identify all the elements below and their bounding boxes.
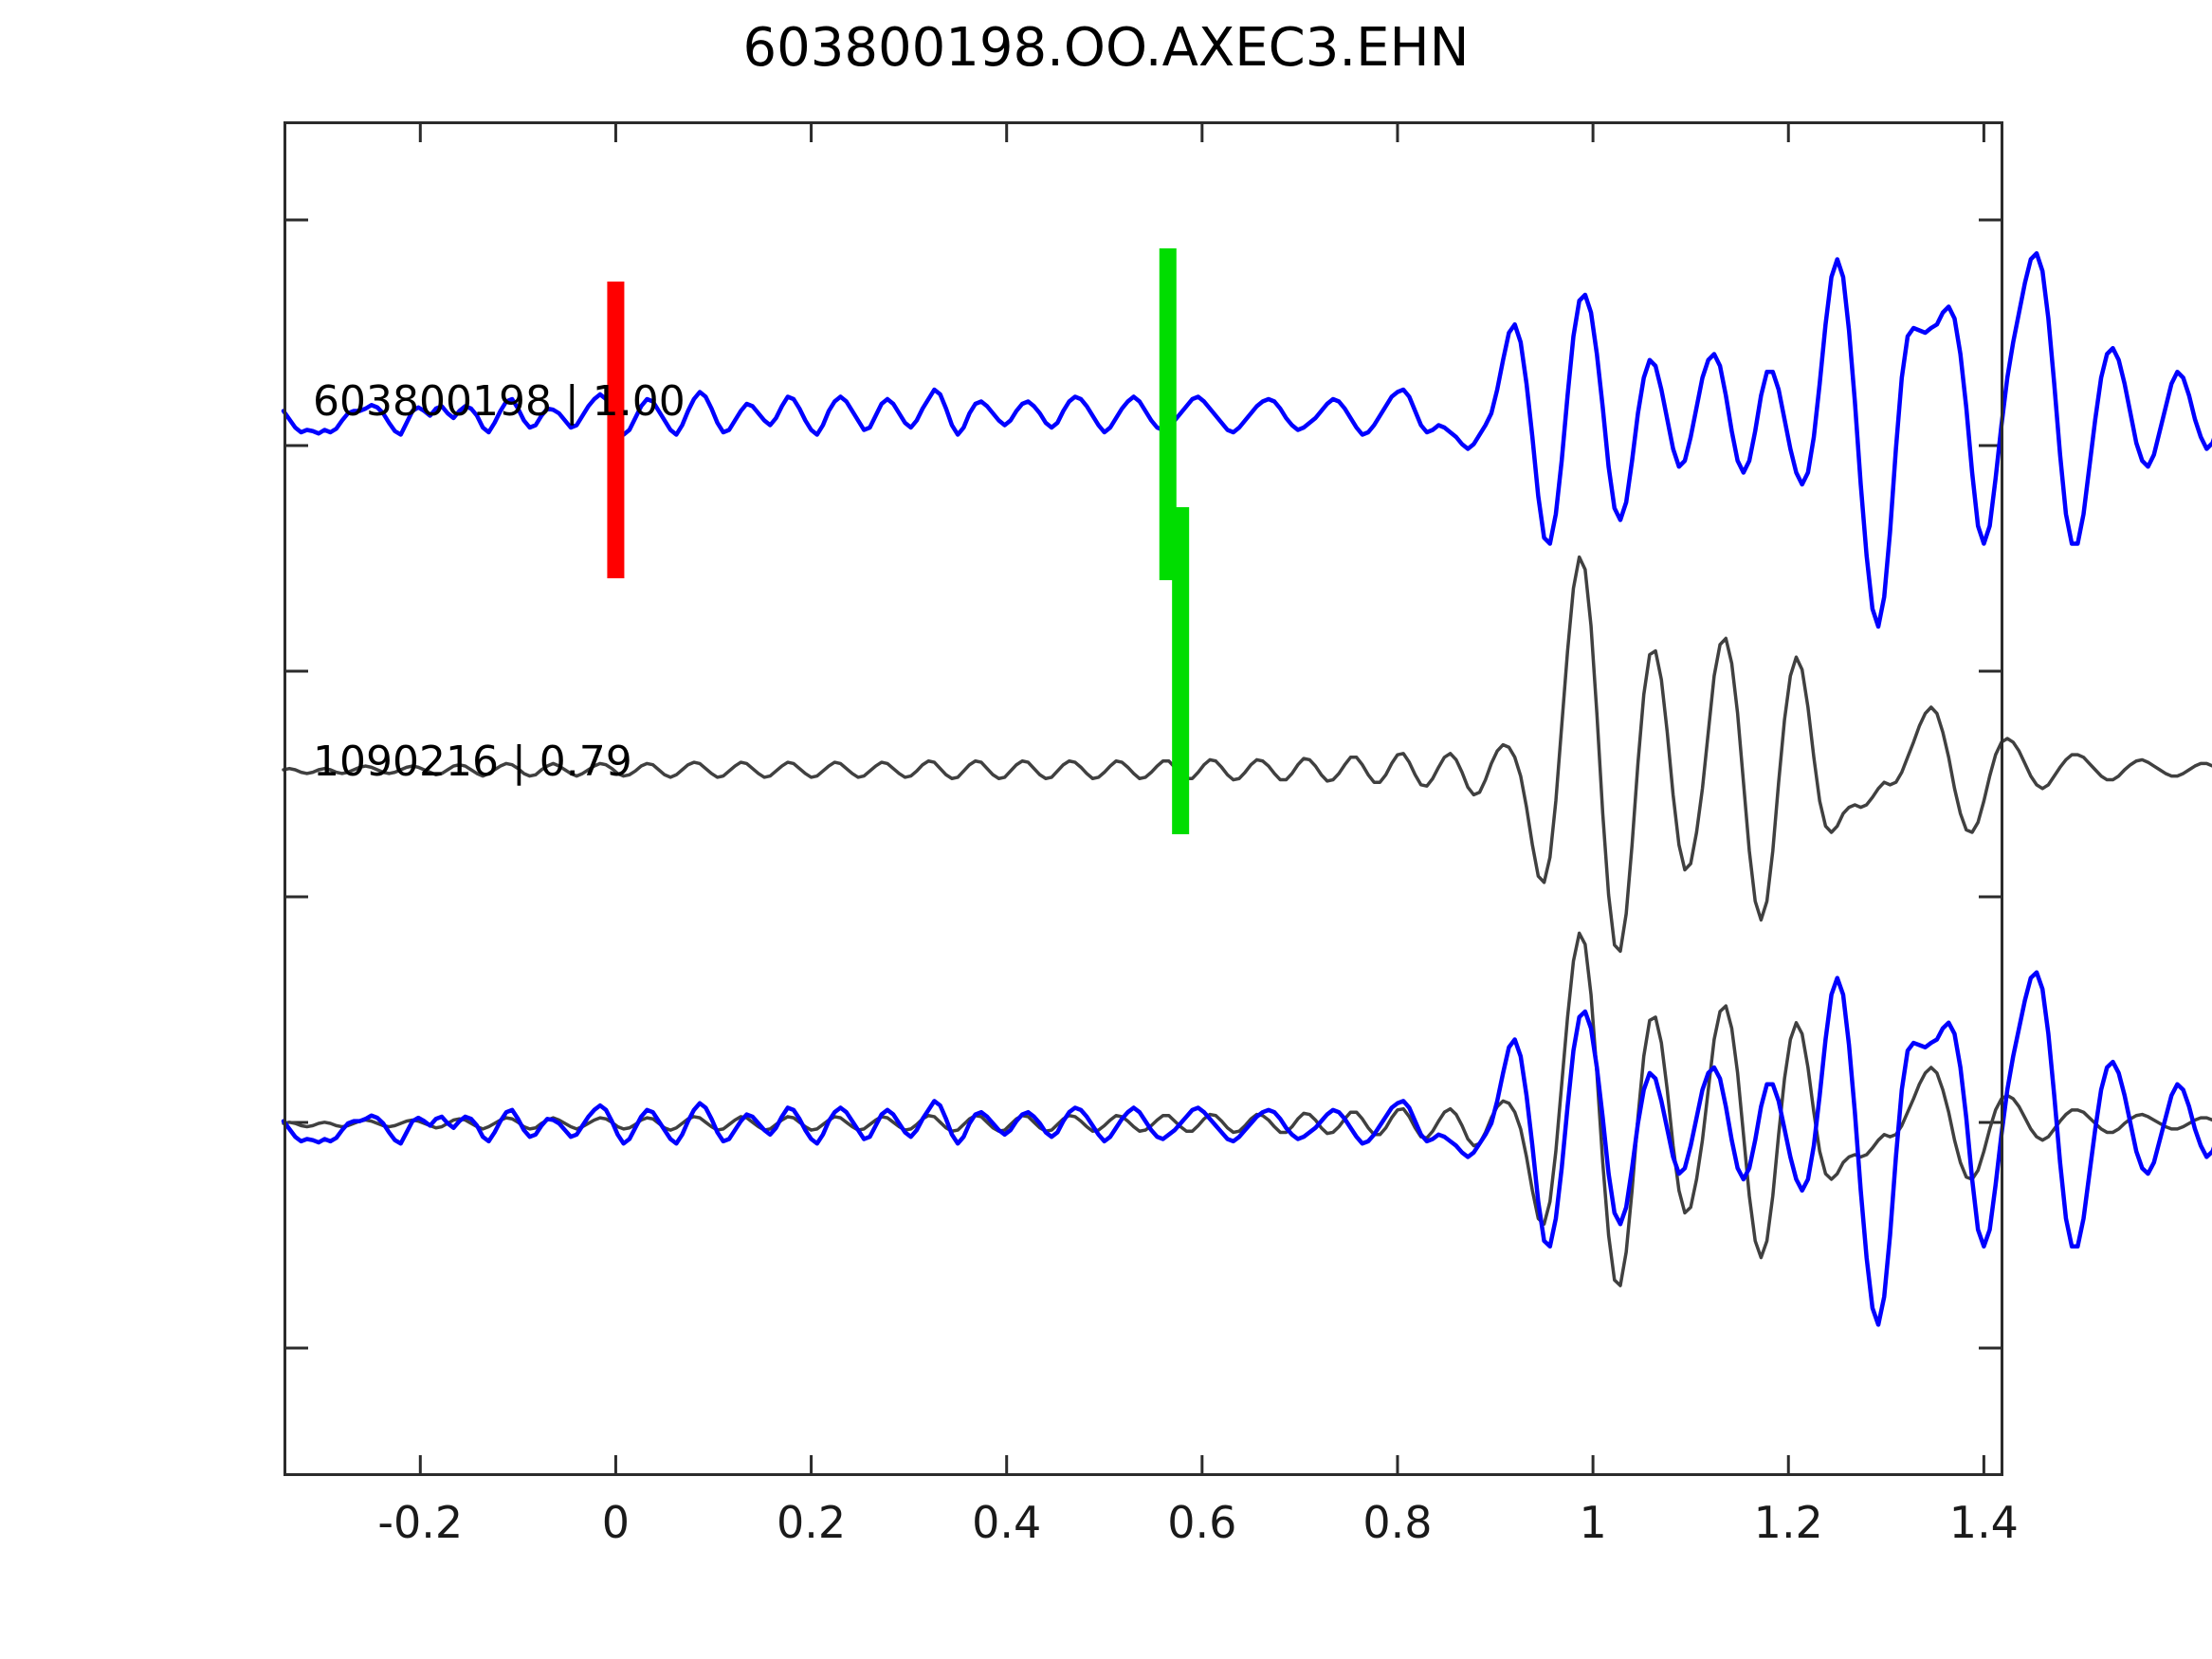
x-tick-label: 0.2 (776, 1497, 847, 1548)
trace-label-detection: 1090216 | 0.79 (313, 738, 632, 786)
x-tick-label: -0.2 (377, 1497, 464, 1548)
x-tick-label: 0 (601, 1497, 631, 1548)
plot-frame (283, 121, 2003, 1476)
x-tick-label: 1.4 (1948, 1497, 2019, 1548)
x-tick-label: 0.6 (1167, 1497, 1237, 1548)
pick-marker-detection (1172, 507, 1190, 834)
page-title: 603800198.OO.AXEC3.EHN (742, 17, 1470, 79)
origin-marker (607, 282, 625, 578)
x-tick-label: 1 (1579, 1497, 1607, 1548)
x-tick-label: 0.4 (972, 1497, 1042, 1548)
trace-label-template: 603800198 | 1.00 (313, 377, 686, 426)
waveform-overlay-template (281, 970, 2212, 1327)
x-tick-label: 0.8 (1362, 1497, 1433, 1548)
x-tick-label: 1.2 (1753, 1497, 1823, 1548)
waveform-template (281, 251, 2212, 629)
waveform-detection (282, 555, 2212, 954)
pick-marker-template (1159, 248, 1177, 580)
